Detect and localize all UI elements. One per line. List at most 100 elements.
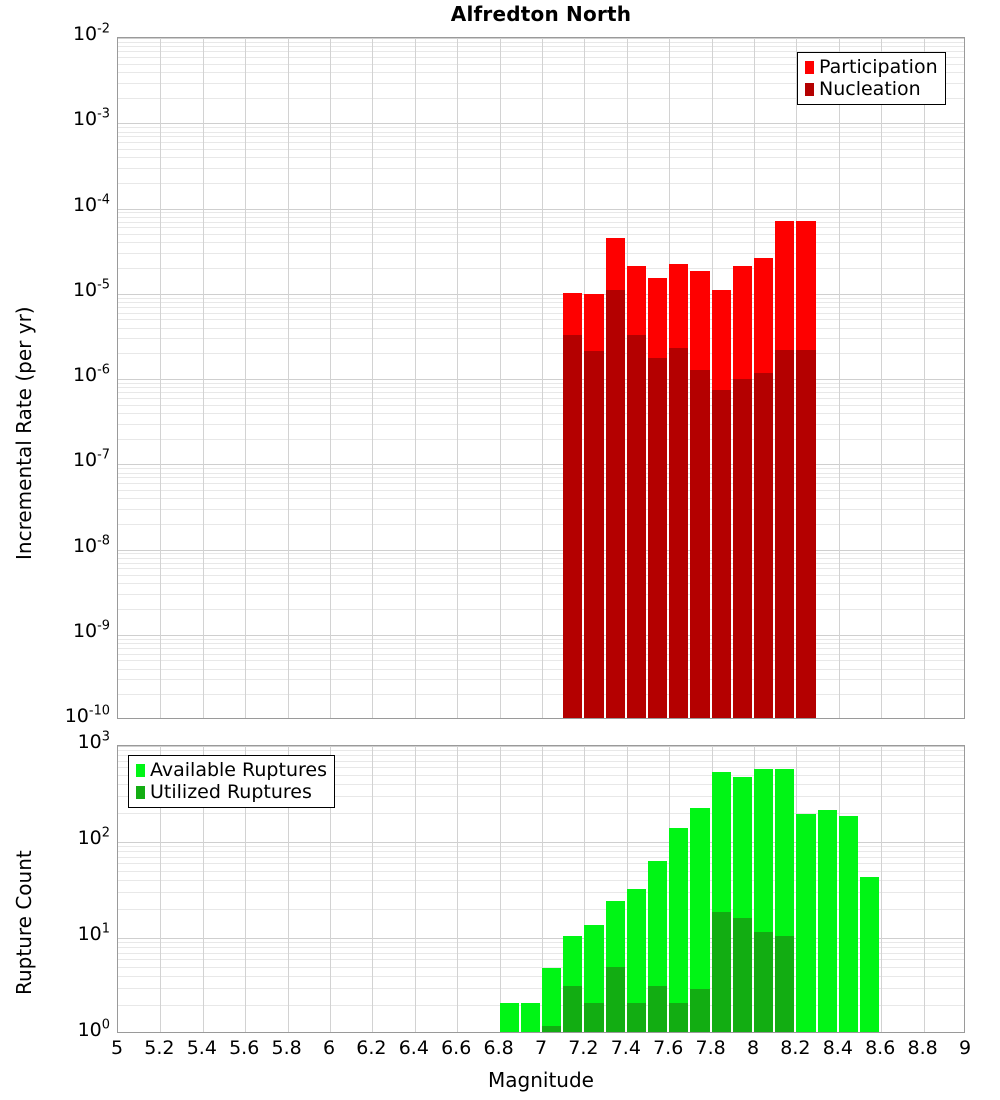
gridline-vertical — [415, 746, 416, 1032]
bar-segment-available-ruptures — [520, 1003, 540, 1032]
bar-segment-utilized-ruptures — [584, 1003, 604, 1032]
y-tick-label: 10-3 — [72, 106, 110, 131]
bar-segment-utilized-ruptures — [690, 989, 710, 1032]
bar — [690, 38, 710, 718]
bar-segment-nucleation — [563, 335, 583, 718]
bar — [542, 746, 562, 1032]
gridline-horizontal — [118, 392, 964, 393]
gridline-horizontal — [118, 553, 964, 554]
legend-item-nucleation[interactable]: Nucleation — [805, 80, 938, 99]
bar-segment-available-ruptures — [669, 828, 689, 1032]
gridline-horizontal — [118, 563, 964, 564]
gridline-vertical — [881, 38, 882, 718]
gridline-horizontal — [118, 57, 964, 58]
bar — [838, 746, 858, 1032]
gridline-horizontal — [118, 767, 964, 768]
gridline-horizontal — [118, 72, 964, 73]
bar — [626, 746, 646, 1032]
bar — [754, 746, 774, 1032]
bar-segment-available-ruptures — [796, 814, 816, 1032]
gridline-vertical — [924, 38, 925, 718]
legend-item-available-ruptures[interactable]: Available Ruptures — [136, 761, 327, 780]
gridline-horizontal — [118, 813, 964, 814]
y-tick-label: 10-8 — [72, 533, 110, 557]
x-tick-label: 8.4 — [822, 1037, 853, 1059]
gridline-horizontal — [118, 168, 964, 169]
x-tick-label: 9 — [958, 1037, 972, 1059]
gridline-horizontal — [118, 183, 964, 184]
bar-segment-nucleation — [796, 349, 816, 718]
bars-bottom — [118, 746, 964, 1032]
gridline-vertical — [500, 38, 501, 718]
y-tick-label: 10-4 — [72, 192, 110, 216]
gridline-horizontal — [118, 51, 964, 52]
gridline-horizontal — [118, 483, 964, 484]
gridline-vertical — [584, 746, 585, 1032]
gridline-vertical — [245, 38, 246, 718]
bar — [605, 746, 625, 1032]
gridline-horizontal — [118, 846, 964, 847]
legend-incremental-rate: Participation Nucleation — [797, 52, 946, 105]
bar — [754, 38, 774, 718]
gridline-horizontal — [118, 132, 964, 133]
bar-segment-nucleation — [648, 358, 668, 718]
x-tick-label: 8 — [746, 1037, 760, 1059]
x-tick-label: 6.2 — [356, 1037, 387, 1059]
gridline-horizontal — [118, 217, 964, 218]
legend-swatch-nucleation-icon — [805, 83, 814, 96]
gridline-horizontal — [118, 938, 964, 939]
bar — [669, 746, 689, 1032]
bar-segment-utilized-ruptures — [754, 932, 774, 1032]
legend-rupture-count: Available Ruptures Utilized Ruptures — [128, 755, 335, 808]
bar — [796, 746, 816, 1032]
gridline-horizontal — [118, 648, 964, 649]
bar-segment-available-ruptures — [860, 877, 880, 1032]
bar-segment-utilized-ruptures — [648, 986, 668, 1032]
x-tick-label: 7.4 — [610, 1037, 641, 1059]
gridline-horizontal — [118, 635, 964, 636]
gridline-horizontal — [118, 892, 964, 893]
gridline-horizontal — [118, 568, 964, 569]
gridline-horizontal — [118, 302, 964, 303]
bar-segment-available-ruptures — [542, 968, 562, 1032]
gridline-horizontal — [118, 424, 964, 425]
gridline-vertical — [881, 746, 882, 1032]
gridline-horizontal — [118, 967, 964, 968]
y-tick-label: 100 — [77, 1017, 110, 1041]
legend-item-utilized-ruptures[interactable]: Utilized Ruptures — [136, 783, 327, 802]
gridline-horizontal — [118, 609, 964, 610]
bars-top — [118, 38, 964, 718]
gridline-horizontal — [118, 209, 964, 210]
y-tick-label: 101 — [77, 921, 110, 945]
gridline-horizontal — [118, 550, 964, 551]
bar-segment-utilized-ruptures — [626, 1003, 646, 1032]
gridline-horizontal — [118, 863, 964, 864]
legend-label-participation: Participation — [819, 56, 938, 78]
bar-segment-utilized-ruptures — [711, 911, 731, 1032]
x-tick-label: 5.8 — [271, 1037, 302, 1059]
bar — [732, 746, 752, 1032]
gridline-horizontal — [118, 473, 964, 474]
legend-item-participation[interactable]: Participation — [805, 58, 938, 77]
gridline-vertical — [372, 746, 373, 1032]
x-tick-label: 5.4 — [186, 1037, 217, 1059]
gridline-horizontal — [118, 313, 964, 314]
gridline-horizontal — [118, 524, 964, 525]
y-tick-label: 10-7 — [72, 447, 110, 472]
bar-segment-nucleation — [690, 370, 710, 718]
bar — [796, 38, 816, 718]
gridline-horizontal — [118, 42, 964, 43]
gridline-horizontal — [118, 242, 964, 243]
gridline-horizontal — [118, 755, 964, 756]
bar-segment-utilized-ruptures — [563, 986, 583, 1032]
y-tick-label: 10-6 — [72, 362, 110, 386]
bar-segment-utilized-ruptures — [542, 1026, 562, 1032]
y-axis-ticks-bottom: 103 102 101 100 — [0, 0, 110, 1060]
y-tick-label: 102 — [77, 825, 110, 849]
gridline-horizontal — [118, 253, 964, 254]
gridline-horizontal — [118, 654, 964, 655]
legend-label-available-ruptures: Available Ruptures — [150, 759, 327, 781]
y-axis-title-bottom: Rupture Count — [12, 850, 36, 995]
x-axis-title: Magnitude — [488, 1068, 594, 1092]
